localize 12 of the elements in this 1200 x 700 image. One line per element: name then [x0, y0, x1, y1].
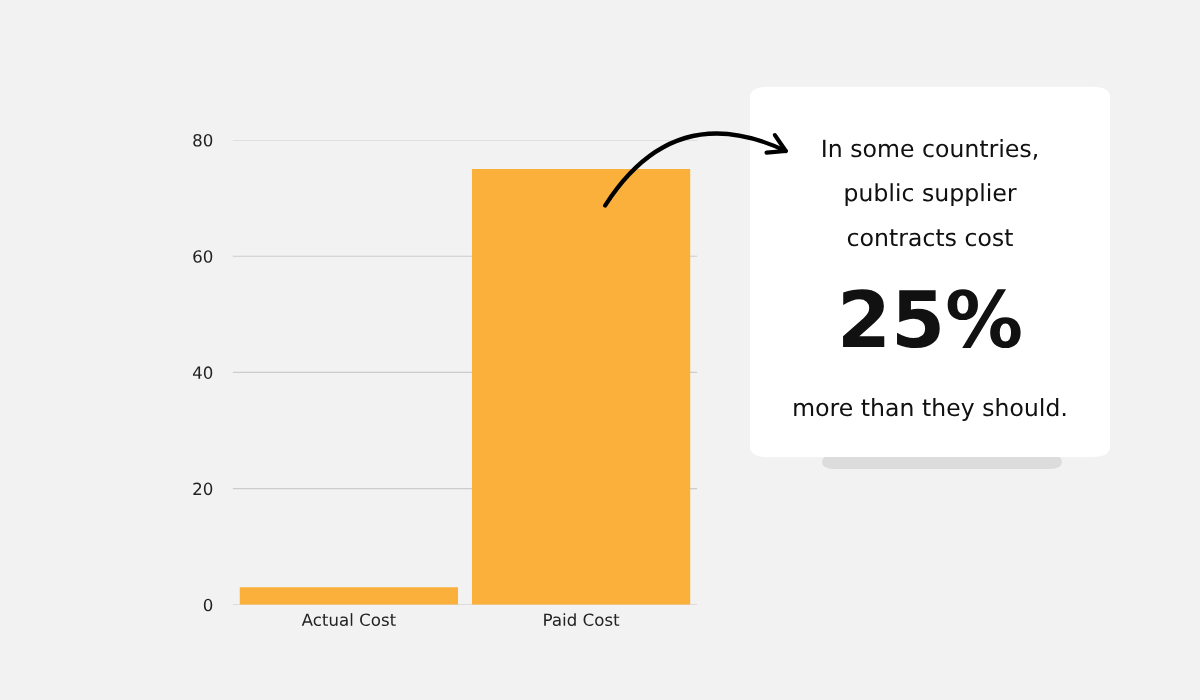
text: contracts cost	[847, 229, 1013, 247]
y-tick-label: 60	[193, 250, 213, 263]
y-tick-label: 0	[203, 598, 213, 612]
text: public supplier	[845, 183, 1017, 207]
y-tick-label: 20	[193, 482, 213, 496]
x-tick-label: Actual Cost	[301, 613, 396, 627]
text: 25%	[843, 289, 1021, 349]
text: In some countries,	[823, 139, 1037, 160]
text: more than they should.	[794, 398, 1066, 421]
y-tick-label: 40	[192, 366, 213, 379]
y-tick-label: 80	[193, 133, 213, 147]
x-tick-label: Paid Cost	[544, 613, 620, 627]
